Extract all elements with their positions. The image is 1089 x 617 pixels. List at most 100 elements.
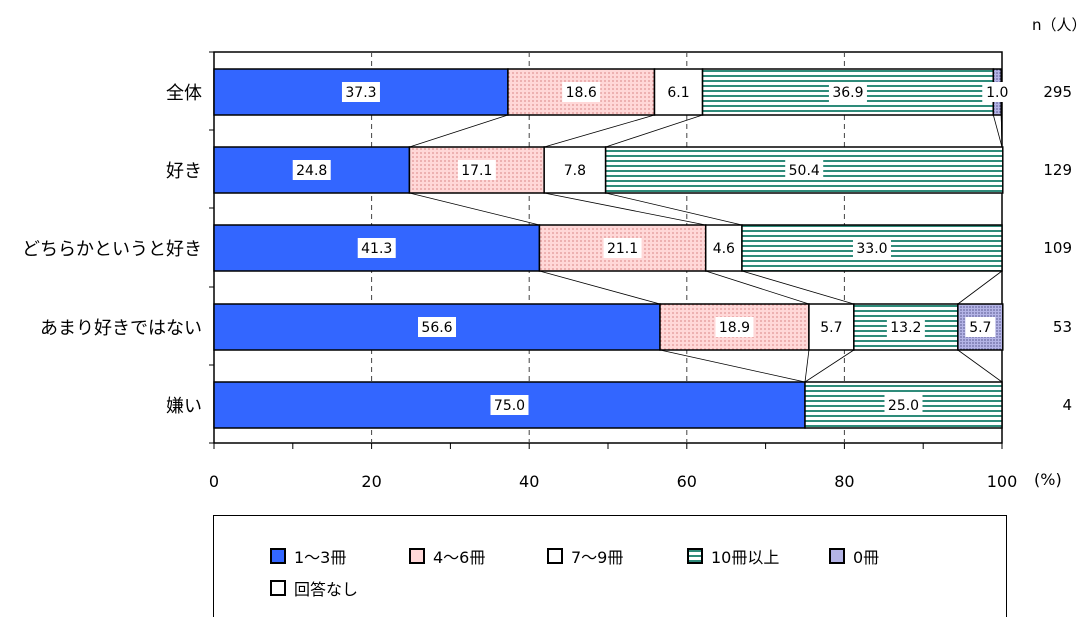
data-label: 17.1 [461,163,492,179]
data-label-bg [457,160,496,180]
legend-item-10plus: 10冊以上 [687,544,779,568]
data-label-bg [663,82,694,102]
data-label-bg [357,238,396,258]
x-tick-label: 80 [834,472,854,491]
data-label: 5.7 [969,320,991,336]
legend-label: 回答なし [294,580,359,599]
category-label: あまり好きではない [40,318,202,339]
x-axis: 0 20 40 60 80 100 [209,51,1018,491]
data-label-bg [785,160,824,180]
category-label: 好き [166,161,202,182]
connector-line [804,349,810,383]
data-label: 37.3 [345,85,376,101]
x-tick-label: 100 [987,472,1018,491]
legend-label: 10冊以上 [711,548,780,567]
connector-line [804,349,855,383]
x-tick-label: 60 [677,472,697,491]
data-label: 25.0 [888,398,919,414]
connector-line [544,192,706,226]
connector-line [409,114,509,148]
legend: 1～3冊 4～6冊 7～9冊 10冊以上 0冊 回答なし [213,515,1007,617]
legend-swatch-10plus [687,548,703,564]
n-value: 129 [1043,161,1072,179]
legend-swatch-7-9 [547,548,563,564]
legend-item-zero: 0冊 [829,544,879,568]
data-label-bg [708,238,739,258]
n-value: 109 [1043,239,1072,257]
legend-item-1-3: 1～3冊 [270,544,346,568]
legend-item-no-answer: 回答なし [270,576,358,600]
n-value: 53 [1053,318,1072,336]
legend-swatch-4-6 [409,548,425,564]
data-label: 18.9 [719,320,750,336]
data-label: 6.1 [667,85,689,101]
data-label-bg [715,317,754,337]
data-label: 50.4 [789,163,820,179]
x-unit-label: (%) [1034,470,1062,489]
data-label: 21.1 [607,241,638,257]
connector-line [544,114,655,148]
n-value: 4 [1062,396,1072,414]
data-label: 4.6 [713,241,735,257]
connector-line [539,270,661,305]
data-label-bg [828,82,867,102]
legend-label: 4～6冊 [433,548,486,567]
data-label-bg [418,317,457,337]
connector-line [705,270,810,305]
data-label-bg [884,395,923,415]
n-header: n（人） [1032,16,1087,34]
connector-line [957,270,1003,305]
data-label: 75.0 [494,398,525,414]
n-value: 295 [1043,83,1072,101]
legend-item-4-6: 4～6冊 [409,544,485,568]
legend-label: 7～9冊 [571,548,624,567]
data-label: 41.3 [361,241,392,257]
data-label-bg [341,82,380,102]
category-label: 嫌い [166,396,202,417]
data-label-bg [816,317,847,337]
connector-line [659,349,806,383]
connector-lines [409,114,1003,383]
legend-label: 0冊 [853,548,880,567]
data-label: 36.9 [832,85,863,101]
x-tick-label: 40 [519,472,539,491]
category-label: 全体 [166,83,202,104]
legend-swatch-no-answer [270,580,286,596]
data-label-bg [562,82,601,102]
data-label-bg [982,82,1013,102]
data-label: 1.0 [986,85,1008,101]
data-label-bg [603,238,642,258]
connector-line [605,114,703,148]
connector-line [409,192,540,226]
bars [213,68,1004,429]
data-label: 5.7 [820,320,842,336]
data-label-bg [559,160,590,180]
data-label: 56.6 [421,320,452,336]
category-label: どちらかというと好き [22,239,202,260]
data-label-bg [965,317,996,337]
data-labels: 37.3 18.6 6.1 36.9 1.0 24.8 17.1 7.8 50.4 41.3 21.… [292,82,1013,415]
connector-line [1000,114,1003,148]
legend-item-7-9: 7～9冊 [547,544,623,568]
data-label-bg [886,317,925,337]
n-values: 295 129 109 53 4 [1043,83,1072,414]
data-label: 7.8 [564,163,586,179]
data-label: 18.6 [566,85,597,101]
data-label: 33.0 [856,241,887,257]
x-tick-label: 20 [361,472,381,491]
data-label: 13.2 [890,320,921,336]
legend-swatch-zero [829,548,845,564]
connector-line [992,114,1003,148]
connector-line [741,270,854,305]
data-label-bg [490,395,529,415]
data-label-bg [292,160,331,180]
legend-swatch-1-3 [270,548,286,564]
data-label: 24.8 [296,163,327,179]
connector-line [605,192,743,226]
data-label-bg [852,238,891,258]
connector-line [957,349,1003,383]
legend-label: 1～3冊 [294,548,347,567]
x-tick-label: 0 [209,472,219,491]
